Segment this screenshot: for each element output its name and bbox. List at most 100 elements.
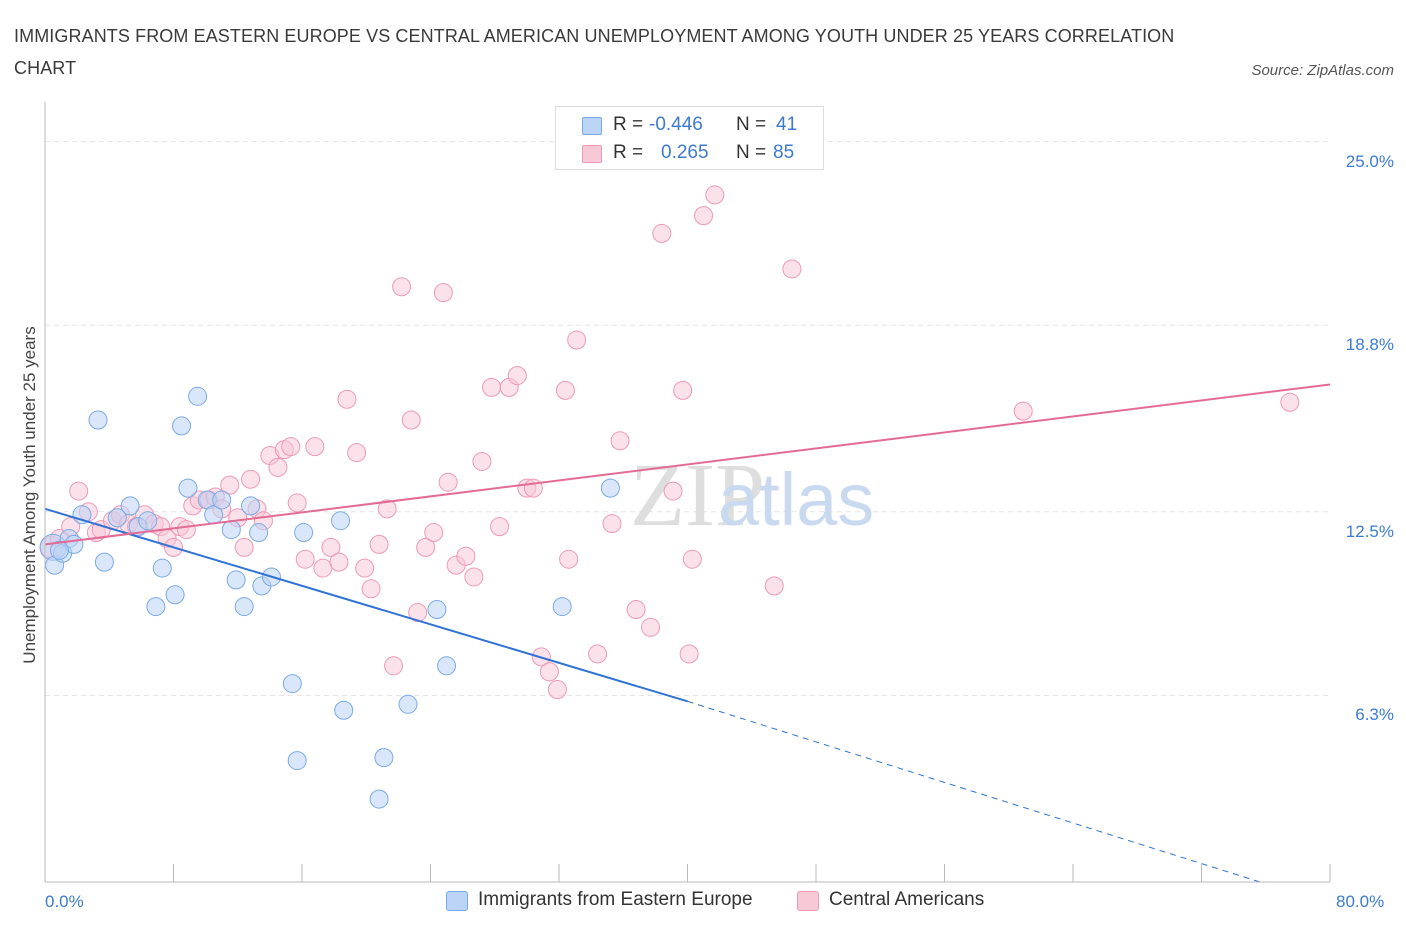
pink-data-point: [361, 579, 381, 599]
blue-data-point: [374, 748, 394, 768]
pink-data-point: [241, 469, 261, 489]
pink-data-point: [321, 537, 341, 557]
legend-row-pink: R = 0.265 N = 85: [556, 138, 823, 168]
blue-data-point: [241, 496, 261, 516]
pink-data-point: [287, 493, 307, 513]
x-tick-min: 0.0%: [45, 892, 84, 911]
blue-data-point: [107, 508, 127, 528]
pink-data-point: [610, 431, 630, 451]
pink-data-point: [507, 366, 527, 386]
legend-swatch-blue: [446, 891, 468, 911]
blue-data-point: [398, 694, 418, 714]
pink-data-point: [295, 549, 315, 569]
legend-r-value: -0.446: [649, 114, 703, 135]
blue-data-point: [282, 674, 302, 694]
blue-data-point: [146, 597, 166, 617]
legend-label-eastern-europe: Immigrants from Eastern Europe: [478, 889, 753, 910]
pink-data-point: [438, 472, 458, 492]
blue-data-point: [234, 597, 254, 617]
pink-data-point: [305, 437, 325, 457]
pink-data-point: [69, 481, 89, 501]
blue-data-point: [165, 585, 185, 605]
pink-data-point: [679, 644, 699, 664]
watermark-atlas: atlas: [718, 458, 874, 541]
pink-data-point: [416, 537, 436, 557]
blue-data-point: [249, 523, 269, 543]
blue-data-point: [600, 478, 620, 498]
pink-data-point: [1013, 401, 1033, 421]
pink-data-point: [392, 277, 412, 297]
legend-n-label: N =: [736, 142, 767, 163]
legend-swatch-blue: [582, 117, 602, 135]
stats-legend: R = -0.446 N = 41 R = 0.265 N = 85: [555, 106, 824, 170]
pink-data-point: [652, 223, 672, 243]
blue-data-point: [88, 410, 108, 430]
pink-data-point: [176, 520, 196, 540]
pink-data-point: [464, 567, 484, 587]
blue-data-point: [120, 496, 140, 516]
blue-data-point: [188, 386, 208, 406]
blue-trend-line: [44, 507, 688, 703]
legend-label-central-americans: Central Americans: [829, 889, 985, 910]
pink-data-point: [1280, 392, 1300, 412]
pink-data-point: [482, 377, 502, 397]
pink-data-point: [673, 380, 693, 400]
blue-data-point: [331, 511, 351, 531]
blue-data-point: [226, 570, 246, 590]
source-label: Source: ZipAtlas.com: [1251, 62, 1394, 79]
pink-data-point: [641, 617, 661, 637]
pink-data-point: [220, 475, 240, 495]
pink-data-point: [401, 410, 421, 430]
blue-data-point: [221, 520, 241, 540]
blue-data-point: [369, 789, 389, 809]
pink-trend-line: [44, 383, 1331, 546]
blue-data-point: [334, 700, 354, 720]
pink-data-point: [281, 437, 301, 457]
legend-row-blue: R = -0.446 N = 41: [556, 110, 823, 140]
pink-data-point: [384, 656, 404, 676]
blue-data-point: [437, 656, 457, 676]
pink-data-point: [456, 546, 476, 566]
legend-n-value: 41: [776, 114, 798, 135]
legend-n-value: 85: [773, 142, 795, 163]
y-tick-label: 18.8%: [1345, 335, 1394, 355]
pink-data-point: [268, 457, 288, 477]
blue-data-point: [178, 478, 198, 498]
pink-data-point: [313, 558, 333, 578]
pink-data-point: [369, 534, 389, 554]
pink-data-point: [347, 443, 367, 463]
y-tick-label: 25.0%: [1345, 151, 1394, 171]
legend-r-value: 0.265: [661, 142, 709, 163]
pink-data-point: [663, 481, 683, 501]
blue-data-point: [552, 597, 572, 617]
pink-data-point: [490, 517, 510, 537]
pink-data-point: [705, 185, 725, 205]
pink-data-point: [523, 478, 543, 498]
blue-data-point: [212, 490, 232, 510]
pink-data-point: [602, 514, 622, 534]
pink-data-point: [547, 680, 567, 699]
blue-data-point: [94, 552, 114, 572]
legend-swatch-pink: [582, 145, 602, 163]
y-tick-label: 6.3%: [1355, 705, 1394, 725]
pink-data-point: [555, 380, 575, 400]
blue-data-point: [427, 600, 447, 620]
blue-data-point: [152, 558, 172, 578]
pink-data-point: [682, 549, 702, 569]
legend-n-label: N =: [736, 114, 767, 135]
pink-data-point: [337, 389, 357, 409]
pink-data-point: [377, 499, 397, 519]
blue-data-point: [49, 540, 69, 560]
pink-data-point: [694, 206, 714, 226]
pink-data-point: [539, 662, 559, 682]
y-tick-label: 12.5%: [1345, 521, 1394, 541]
pink-data-point: [567, 330, 587, 350]
legend-swatch-pink: [797, 891, 819, 911]
pink-data-point: [626, 600, 646, 620]
blue-data-point: [294, 523, 314, 543]
blue-data-point: [287, 751, 307, 771]
pink-data-point: [782, 259, 802, 279]
x-tick-max: 80.0%: [1336, 892, 1385, 911]
pink-data-point: [433, 283, 453, 303]
pink-data-point: [234, 537, 254, 557]
